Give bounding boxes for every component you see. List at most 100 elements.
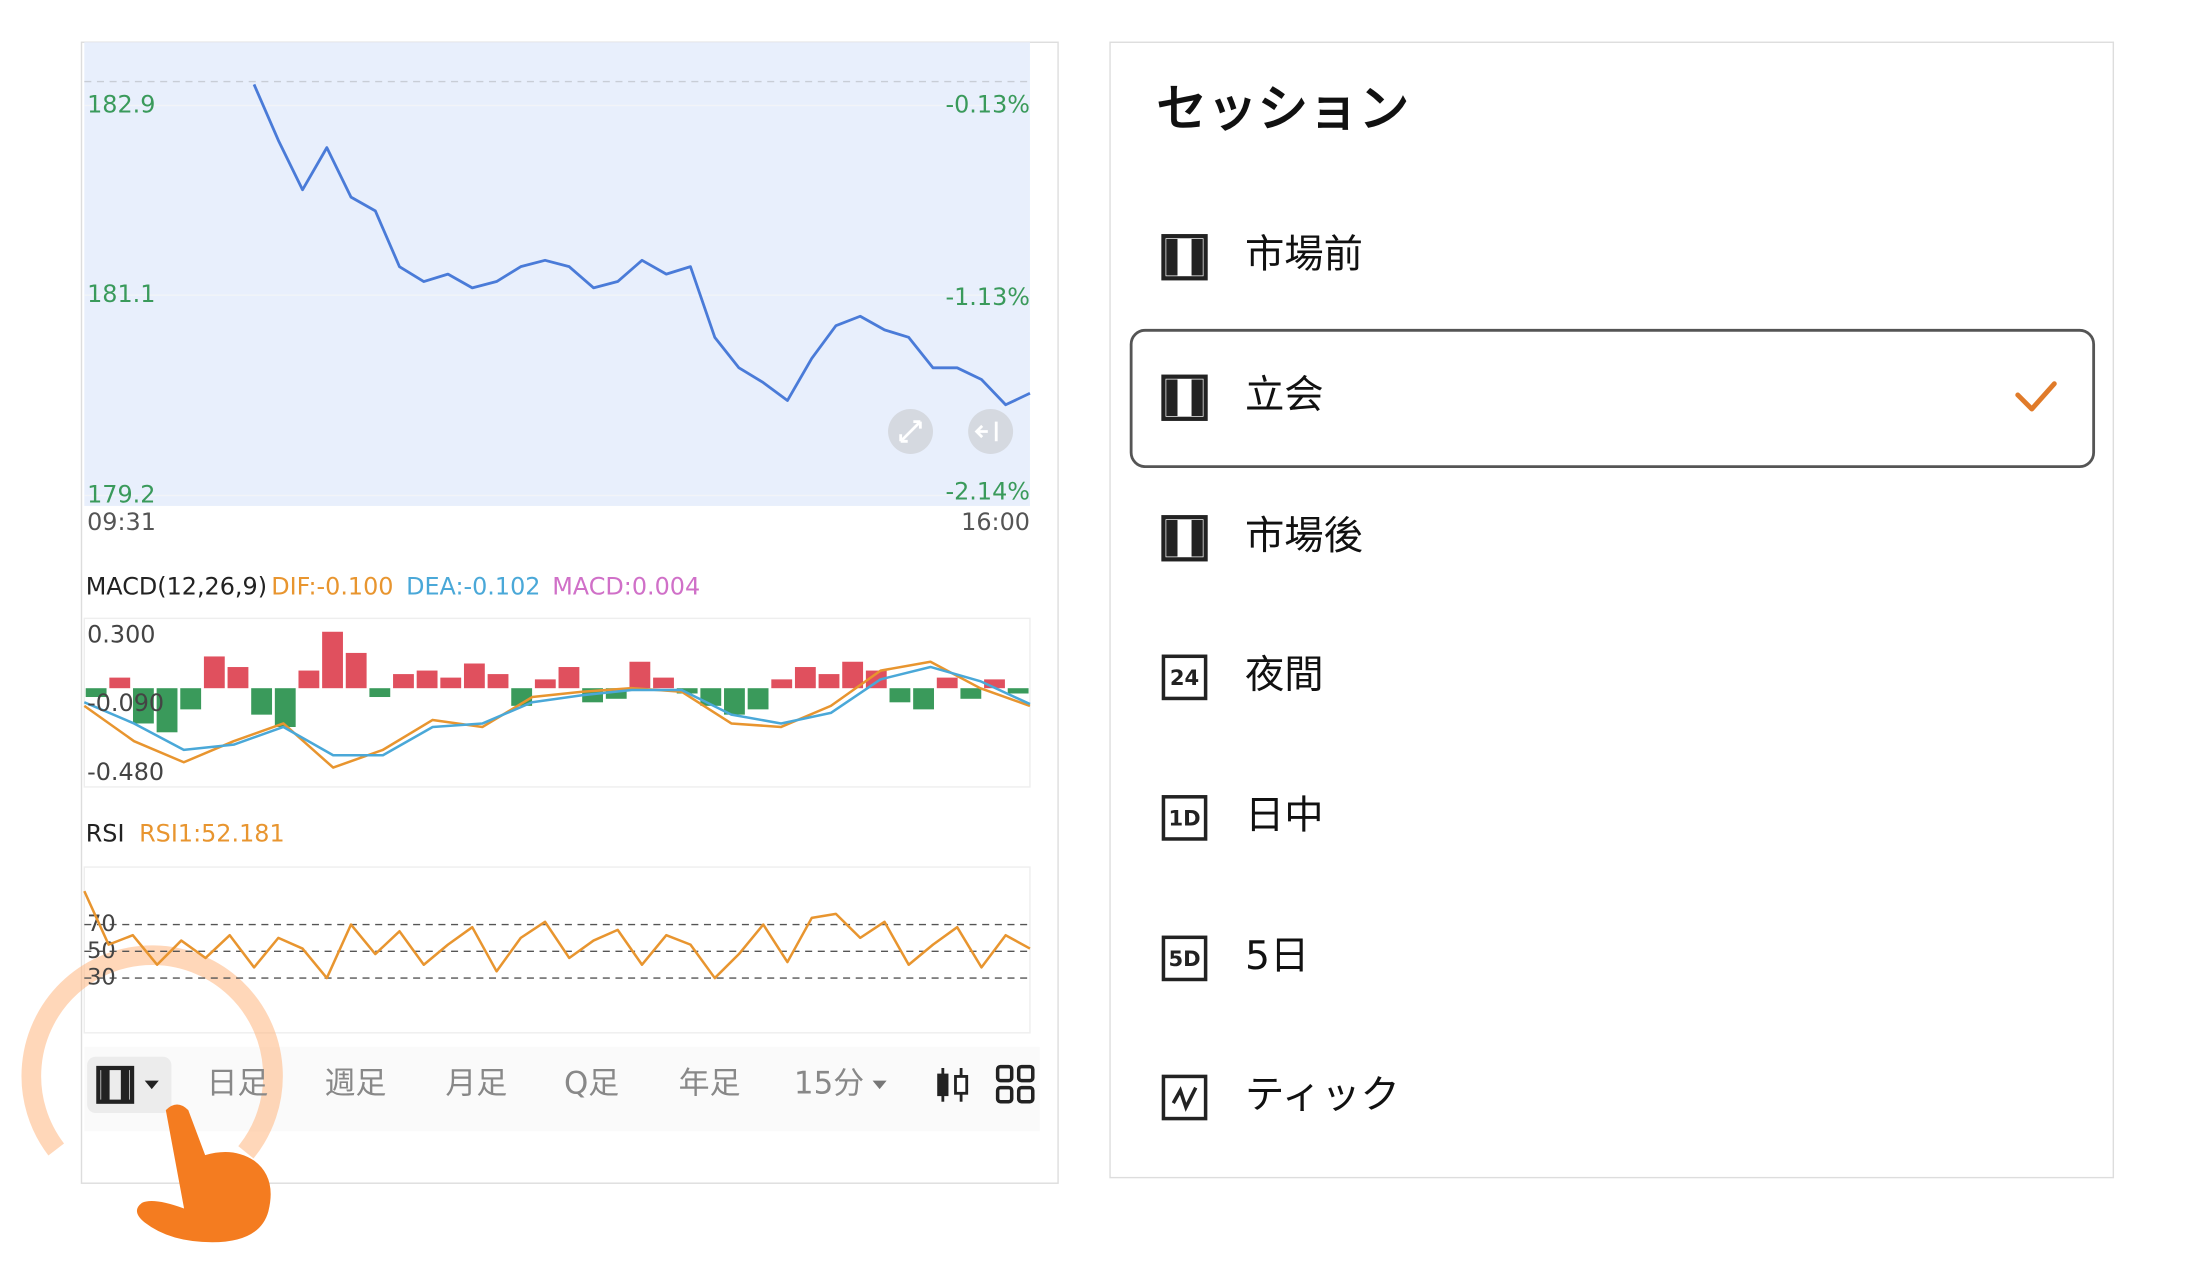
- candle-body: [954, 1075, 969, 1095]
- period-button[interactable]: 15分: [794, 1065, 864, 1101]
- macd-bar: [747, 688, 769, 710]
- icon-label: 24: [1170, 665, 1199, 690]
- menu-item[interactable]: 5D 5日: [1161, 933, 1309, 982]
- menu-item[interactable]: 24 夜間: [1161, 652, 1324, 701]
- rsi-line: [83, 890, 1031, 980]
- session-icon-part: [1191, 519, 1203, 557]
- menu-item-label: 立会: [1245, 372, 1324, 418]
- macd-bar: [132, 688, 154, 724]
- menu-item-label: 5日: [1245, 933, 1309, 979]
- price-area: [84, 42, 1030, 506]
- macd-bar: [463, 663, 485, 689]
- macd-bar: [298, 670, 320, 689]
- y-tick-label: -0.090: [87, 689, 164, 717]
- macd-bar: [794, 667, 816, 689]
- macd-bar: [440, 677, 462, 689]
- macd-bar: [322, 631, 343, 689]
- macd-bar: [889, 688, 911, 703]
- menu-item[interactable]: 1D 日中: [1161, 792, 1324, 841]
- macd-label: MACD:0.004: [552, 572, 700, 600]
- macd-bar: [369, 688, 391, 698]
- layout-cell: [995, 1064, 1014, 1083]
- macd-bar: [676, 688, 698, 694]
- tap-hand: [136, 1104, 271, 1243]
- menu-item[interactable]: 立会: [1129, 328, 2096, 469]
- time-label: 16:00: [961, 508, 1030, 536]
- y2-tick-label: -2.14%: [945, 477, 1029, 505]
- macd-bar: [818, 674, 840, 689]
- rsi-title: RSI: [86, 820, 125, 848]
- macd-bar: [345, 652, 367, 689]
- menu-item[interactable]: ティック: [1161, 1072, 1400, 1121]
- menu-item-label: 市場後: [1245, 513, 1363, 559]
- layout-cell: [995, 1085, 1014, 1104]
- macd-bar: [487, 674, 509, 689]
- period-button[interactable]: 月足: [445, 1065, 507, 1101]
- macd-bar: [842, 661, 864, 689]
- y-tick-label: 70: [87, 911, 116, 937]
- macd-bar: [393, 674, 414, 689]
- time-label: 09:31: [87, 508, 156, 536]
- macd-bar: [771, 679, 793, 689]
- macd-bar: [913, 688, 934, 710]
- macd-bar: [156, 688, 178, 733]
- macd-bar: [936, 677, 958, 689]
- macd-line: [83, 660, 1031, 769]
- session-icon: [1161, 654, 1208, 701]
- menu-item[interactable]: 市場後: [1161, 513, 1363, 562]
- y-tick-label: 30: [87, 965, 116, 991]
- candle-body: [937, 1073, 949, 1097]
- macd-bar: [653, 677, 674, 689]
- macd-bar: [180, 688, 202, 710]
- y-tick-label: 182.9: [87, 90, 155, 118]
- session-icon-part: [1166, 519, 1178, 557]
- y-tick-label: 0.300: [87, 620, 155, 648]
- menu-item-label: 市場前: [1245, 232, 1363, 278]
- macd-bar: [865, 670, 887, 689]
- session-panel: [1109, 41, 2115, 1179]
- period-button[interactable]: 週足: [325, 1065, 387, 1101]
- period-button[interactable]: 年足: [679, 1065, 741, 1101]
- dif-label: DIF:-0.100: [271, 572, 393, 600]
- macd-bar: [203, 656, 225, 689]
- macd-line: [83, 665, 1031, 757]
- macd-title: MACD(12,26,9): [86, 572, 267, 600]
- macd-bar: [605, 688, 627, 699]
- menu-item[interactable]: 市場前: [1161, 232, 1363, 281]
- dropdown-arrow: [144, 1080, 159, 1090]
- collapse-icon: [974, 421, 998, 442]
- menu-title: セッション: [1156, 79, 1409, 138]
- expand-icon: [899, 420, 922, 443]
- macd-bar: [85, 688, 107, 698]
- selected-frame: [1129, 328, 2096, 469]
- macd-bar: [534, 679, 556, 689]
- period-button[interactable]: Q足: [564, 1065, 619, 1101]
- layout-cell: [1016, 1085, 1035, 1104]
- layout-icon[interactable]: [995, 1064, 1035, 1104]
- rsi-label: RSI1:52.181: [139, 820, 285, 848]
- session-icon-part: [1191, 238, 1203, 276]
- check-mark: [2015, 381, 2057, 412]
- dea-label: DEA:-0.102: [406, 572, 540, 600]
- session-icon-part: [120, 1069, 130, 1101]
- period-button[interactable]: 日足: [207, 1065, 269, 1101]
- y2-tick-label: -0.13%: [945, 91, 1029, 119]
- rsi-frame: [83, 866, 1031, 1034]
- session-icon: [96, 1065, 135, 1104]
- session-icon-part: [101, 1069, 110, 1101]
- macd-bar: [109, 677, 131, 689]
- candle-icon[interactable]: [937, 1067, 969, 1102]
- menu-item-label: 夜間: [1245, 652, 1324, 698]
- price-line: [252, 83, 1031, 407]
- macd-bar: [416, 670, 438, 689]
- macd-bar: [724, 688, 745, 715]
- collapse-button[interactable]: [968, 408, 1014, 454]
- macd-bar: [227, 667, 249, 689]
- session-icon: [1161, 935, 1208, 982]
- session-icon-part: [1166, 379, 1178, 417]
- macd-bar: [558, 667, 580, 689]
- dropdown-arrow: [872, 1080, 887, 1090]
- macd-bar: [960, 688, 982, 699]
